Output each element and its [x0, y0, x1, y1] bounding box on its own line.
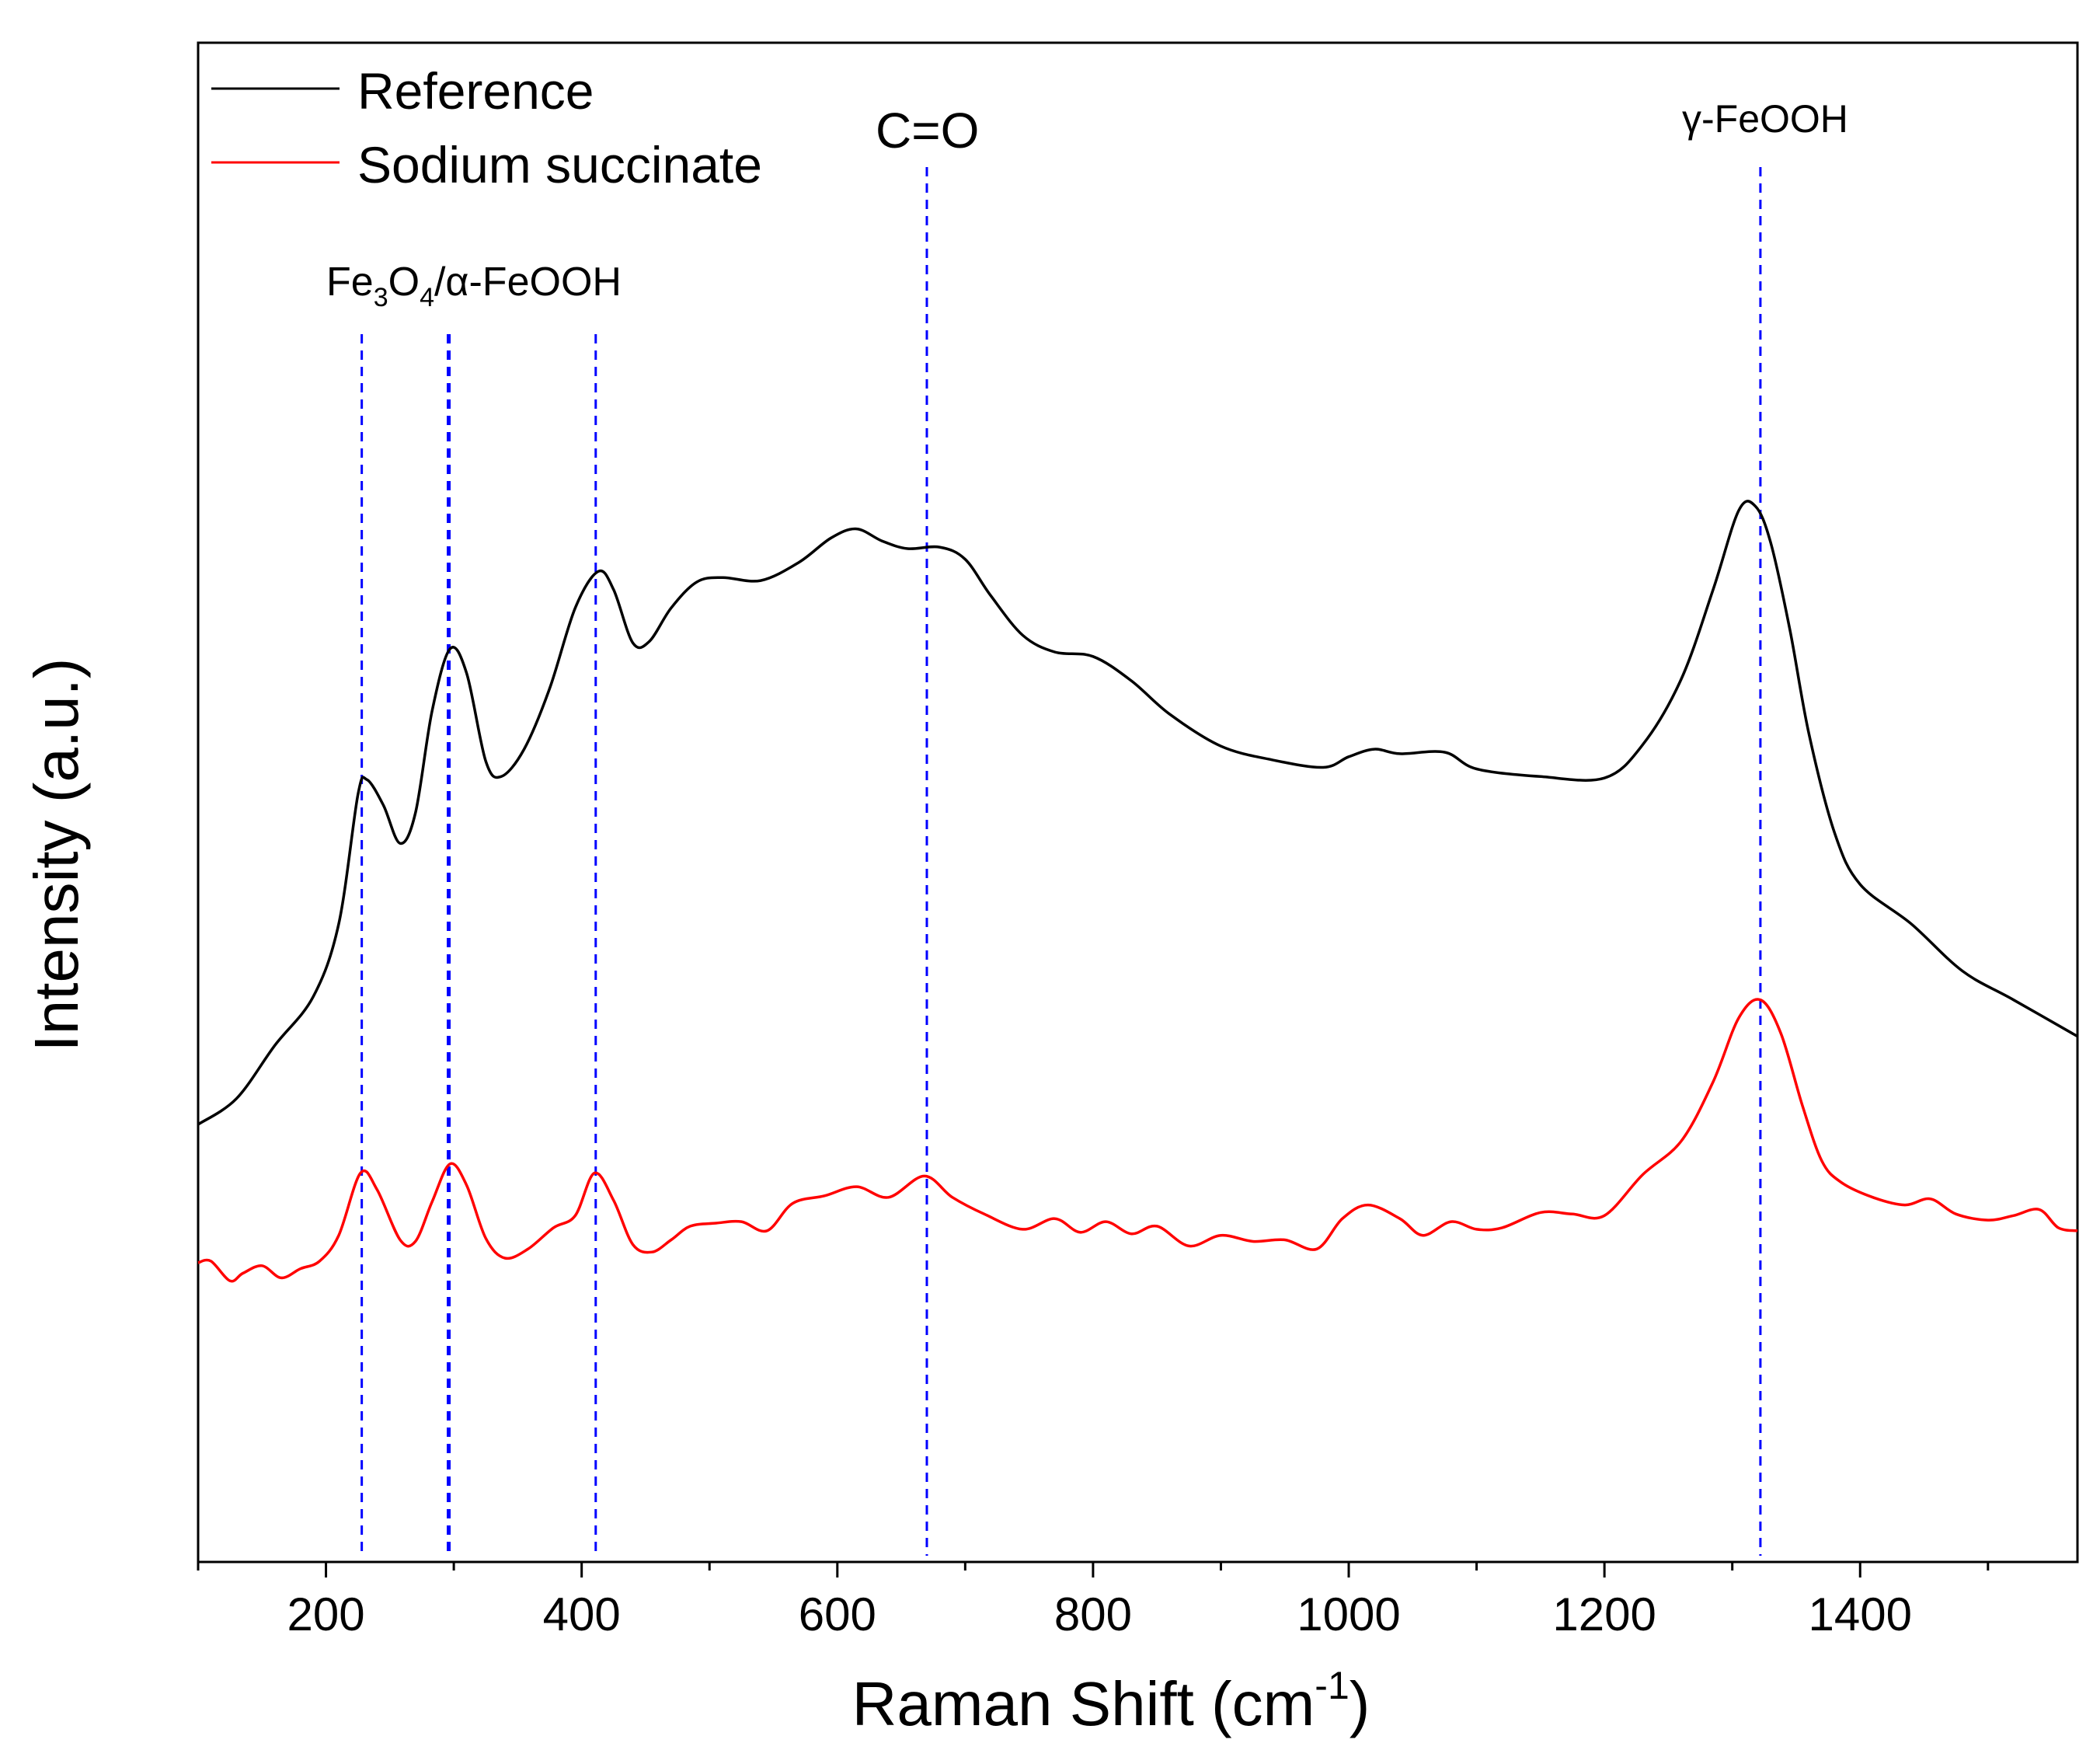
- reference-lines: [360, 167, 1762, 1556]
- x-tick-label-1200: 1200: [1552, 1588, 1656, 1640]
- annotation-fe-1: Fe: [326, 260, 374, 305]
- series-line-sodium-succinate: [197, 998, 2078, 1283]
- x-tick-label-1000: 1000: [1297, 1588, 1400, 1640]
- x-axis-label-sup: -1: [1315, 1664, 1349, 1707]
- legend-label-reference: Reference: [357, 62, 594, 120]
- annotation-gamma-feooh: γ-FeOOH: [1682, 97, 1848, 141]
- series-group: [197, 500, 2078, 1283]
- x-tick-label-400: 400: [543, 1588, 621, 1640]
- x-axis-label-tail: ): [1350, 1669, 1370, 1738]
- legend: Reference Sodium succinate: [211, 62, 762, 193]
- annotation-alpha-feooh: /α-FeOOH: [434, 260, 622, 305]
- annotation-sub-3: 3: [374, 283, 388, 312]
- y-axis-label: Intensity (a.u.): [22, 658, 91, 1052]
- x-axis-label: Raman Shift (cm-1): [852, 1664, 1370, 1738]
- x-tick-label-200: 200: [287, 1588, 365, 1640]
- annotation-sub-4: 4: [420, 283, 434, 312]
- annotation-c-o: C=O: [876, 103, 979, 159]
- x-tick-label-600: 600: [799, 1588, 876, 1640]
- series-line-reference: [197, 500, 2078, 1126]
- x-axis-label-main: Raman Shift (cm: [852, 1669, 1315, 1738]
- annotation-o: O: [388, 260, 420, 305]
- x-tick-label-1400: 1400: [1809, 1588, 1912, 1640]
- plot-frame: [197, 41, 2079, 1564]
- legend-label-sodium-succinate: Sodium succinate: [357, 136, 762, 193]
- x-tick-label-800: 800: [1054, 1588, 1132, 1640]
- annotation-fe3o4-alpha-feooh: Fe3O4/α-FeOOH: [326, 260, 622, 312]
- x-axis-ticks: 200 400 600 800 1000 1200 1400: [197, 1562, 1990, 1640]
